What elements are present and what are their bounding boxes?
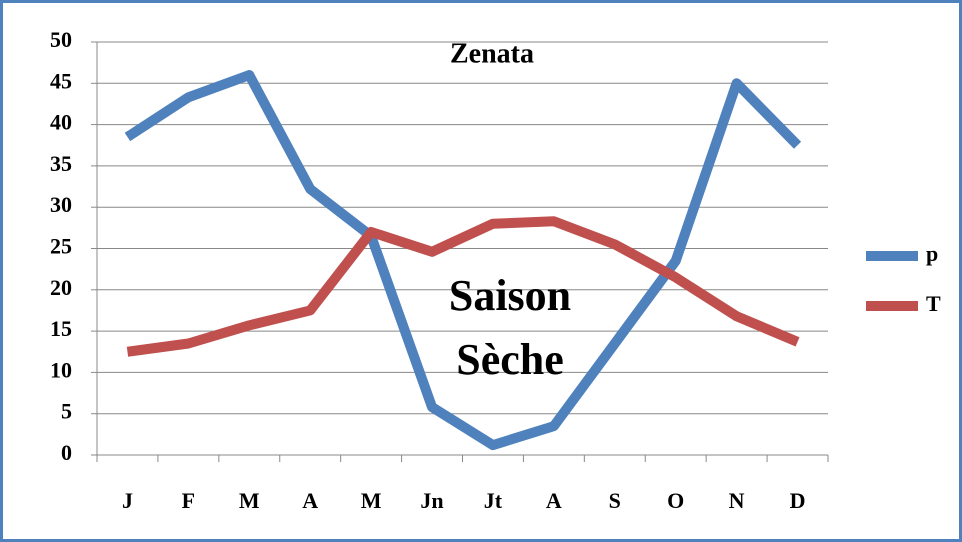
x-tick-label: N	[729, 488, 745, 513]
series-line	[126, 216, 800, 357]
y-tick-label: 10	[50, 357, 72, 382]
y-tick-label: 25	[50, 234, 72, 259]
x-tick-label: Jn	[420, 488, 443, 513]
y-tick-label: 0	[61, 440, 72, 465]
chart-title: Zenata	[450, 38, 534, 69]
x-tick-label: O	[667, 488, 684, 513]
x-tick-label: F	[182, 488, 195, 513]
annotation: Sèche	[456, 335, 564, 384]
y-tick-label: 40	[50, 110, 72, 135]
y-tick-label: 50	[50, 27, 72, 52]
series-line	[124, 70, 802, 451]
x-tick-label: D	[790, 488, 806, 513]
y-tick-label: 30	[50, 192, 72, 217]
x-tick-label: Jt	[484, 488, 503, 513]
x-tick-label: J	[122, 488, 133, 513]
x-tick-label: S	[609, 488, 621, 513]
x-tick-label: M	[239, 488, 260, 513]
x-tick-label: A	[302, 488, 318, 513]
legend-label: T	[926, 291, 941, 316]
y-tick-label: 35	[50, 151, 72, 176]
y-tick-label: 20	[50, 275, 72, 300]
annotation: Saison	[449, 271, 571, 320]
y-tick-label: 5	[61, 399, 72, 424]
y-tick-label: 15	[50, 316, 72, 341]
x-tick-label: M	[361, 488, 382, 513]
y-tick-label: 45	[50, 68, 72, 93]
legend-label: p	[926, 241, 938, 266]
x-tick-label: A	[546, 488, 562, 513]
